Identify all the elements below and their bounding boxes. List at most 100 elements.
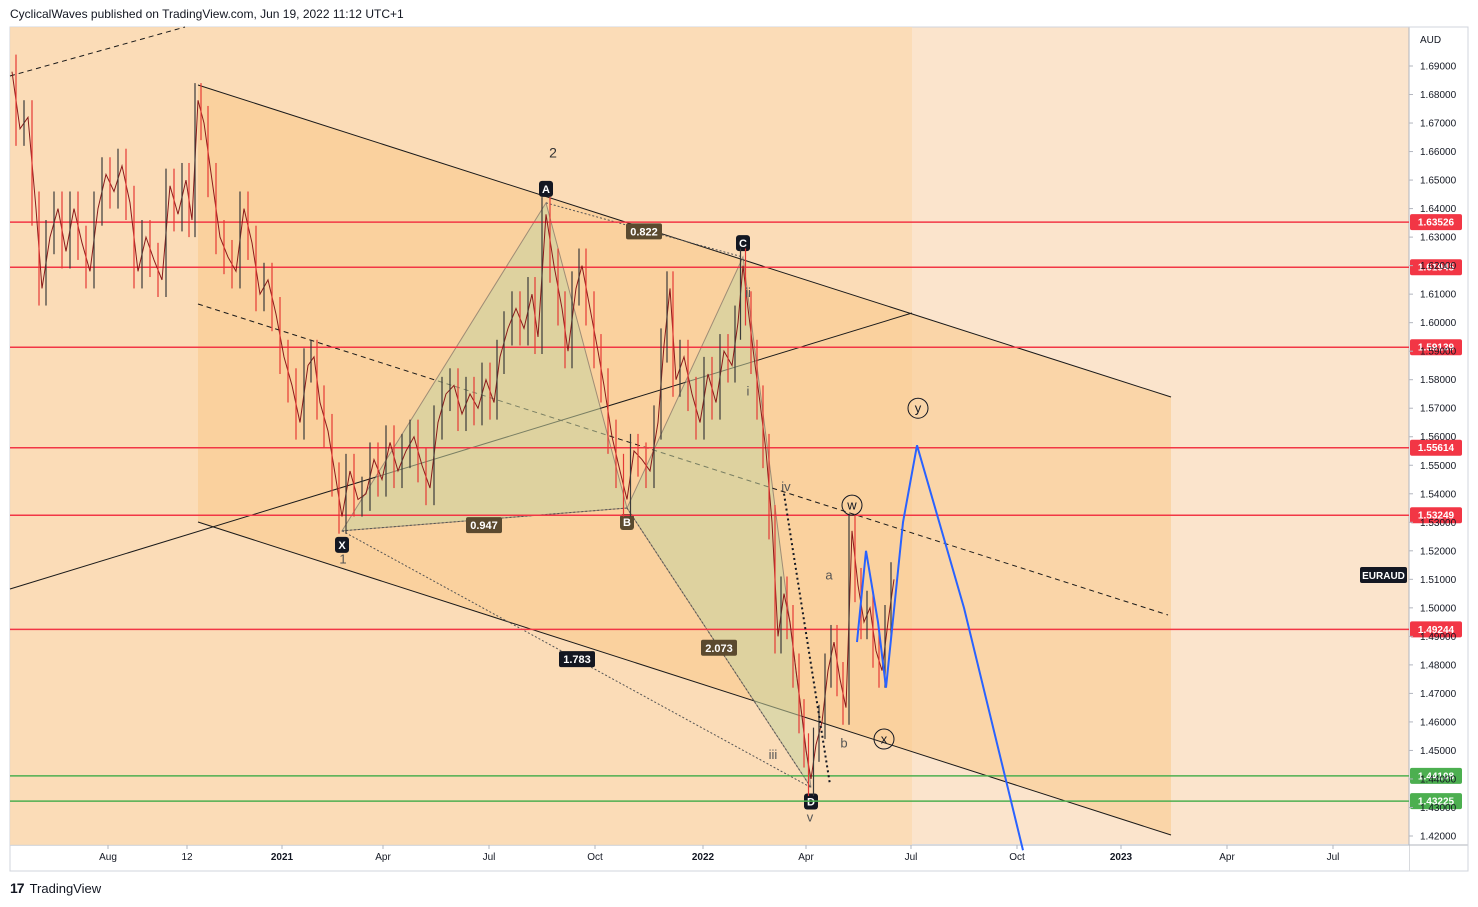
y-tick-label: 1.62000	[1420, 261, 1457, 272]
wave-label: b	[840, 736, 847, 751]
wave-label: 2	[549, 144, 557, 160]
x-tick-label: 2021	[271, 852, 294, 863]
trend-channel	[9, 26, 1172, 836]
pattern-point-label: A	[542, 184, 550, 196]
y-tick-label: 1.60000	[1420, 318, 1457, 329]
ratio-badge	[559, 651, 595, 668]
y-tick-label: 1.46000	[1420, 717, 1457, 728]
y-tick-label: 1.45000	[1420, 746, 1457, 757]
y-tick-label: 1.43000	[1420, 803, 1457, 814]
ratio-badge	[466, 517, 502, 534]
y-tick-label: 1.69000	[1420, 62, 1457, 73]
level-label: 1.44108	[1418, 771, 1455, 782]
y-tick-label: 1.57000	[1420, 404, 1457, 415]
wave-label: a	[825, 567, 833, 582]
wave-label: i	[747, 383, 750, 398]
pattern-point-label: C	[739, 238, 747, 250]
ratio-label: 2.073	[705, 643, 733, 655]
level-badge	[1410, 259, 1462, 276]
channel-lower-line	[197, 521, 1172, 836]
footer-brand: 17 TradingView	[10, 880, 101, 896]
x-tick-label: Jul	[1327, 852, 1340, 863]
footer-brand-name: TradingView	[29, 880, 102, 896]
channel-mid-line	[197, 303, 1169, 616]
wave-circled-label: y	[915, 401, 922, 416]
price-series	[11, 54, 895, 797]
price-line	[11, 71, 895, 780]
level-label: 1.59139	[1418, 343, 1455, 354]
pattern-ratio-line	[341, 530, 812, 788]
x-tick-label: Oct	[1009, 852, 1025, 863]
x-tick-label: 2022	[692, 852, 715, 863]
y-tick-label: 1.59000	[1420, 347, 1457, 358]
wave-circle	[873, 728, 895, 750]
y-tick-label: 1.65000	[1420, 176, 1457, 187]
level-label: 1.49244	[1418, 625, 1455, 636]
tradingview-logo-icon: 17	[10, 880, 25, 896]
level-label: 1.55614	[1418, 443, 1455, 454]
y-tick-label: 1.64000	[1420, 204, 1457, 215]
y-tick-label: 1.68000	[1420, 90, 1457, 101]
harmonic-pattern: X A B C D 0.822 0.947 2.073 1.783	[335, 180, 818, 810]
level-badge	[1410, 793, 1462, 810]
wave-dotted-path	[783, 493, 831, 785]
pattern-point-badge	[539, 180, 553, 197]
wave-label: ii	[745, 285, 751, 300]
price-axis[interactable]: AUD 1.42000 1.43000 1.44000 1.45000 1.46000 1…	[1409, 35, 1457, 843]
pattern-point-badge	[335, 536, 349, 553]
wave-circled-label: w	[846, 498, 857, 513]
ratio-label: 1.783	[563, 654, 591, 666]
pattern-point-label: B	[623, 517, 631, 529]
level-badge	[1410, 214, 1462, 231]
level-badge	[1410, 767, 1462, 784]
pattern-point-label: D	[807, 797, 815, 809]
price-axis-background	[1409, 27, 1468, 844]
level-label: 1.43225	[1418, 797, 1455, 808]
y-tick-label: 1.61000	[1420, 290, 1457, 301]
level-label: 1.61945	[1418, 263, 1455, 274]
y-tick-label: 1.47000	[1420, 689, 1457, 700]
y-tick-label: 1.44000	[1420, 774, 1457, 785]
x-tick-label: Jul	[905, 852, 918, 863]
pattern-point-label: X	[338, 540, 346, 552]
upper-dashed-trendline	[9, 26, 186, 77]
level-label: 1.53249	[1418, 511, 1455, 522]
horizontal-levels: 1.63526 1.61945 1.59139 1.55614 1.53249 1.492…	[10, 214, 1462, 810]
ratio-badge	[701, 639, 737, 656]
x-tick-label: Jul	[483, 852, 496, 863]
ratio-badge	[626, 223, 662, 240]
y-tick-label: 1.51000	[1420, 575, 1457, 586]
wave-circle	[841, 494, 863, 516]
channel-upper-line	[197, 84, 1172, 398]
projection-path	[783, 445, 1024, 851]
currency-label: AUD	[1420, 35, 1441, 46]
x-tick-label: Apr	[1219, 852, 1235, 863]
y-tick-label: 1.50000	[1420, 603, 1457, 614]
x-tick-label: Aug	[99, 852, 117, 863]
y-tick-label: 1.55000	[1420, 461, 1457, 472]
level-badge	[1410, 621, 1462, 638]
time-axis[interactable]: Aug 12 2021 Apr Jul Oct 2022 Apr Jul Oct 2023 Apr Ju…	[99, 845, 1339, 863]
x-tick-label: Apr	[798, 852, 814, 863]
x-tick-label: Apr	[375, 852, 391, 863]
y-tick-label: 1.52000	[1420, 546, 1457, 557]
pattern-point-badge	[620, 514, 634, 531]
wave-label: iii	[769, 747, 778, 762]
y-tick-label: 1.42000	[1420, 832, 1457, 843]
wave-circle	[907, 397, 929, 419]
symbol-label: EURAUD	[1362, 571, 1405, 582]
symbol-badge: EURAUD	[1360, 567, 1407, 583]
publish-header: CyclicalWaves published on TradingView.c…	[10, 7, 404, 21]
wave-label: v	[807, 810, 814, 825]
wave-label: iv	[781, 479, 791, 494]
level-badge	[1410, 339, 1462, 356]
x-tick-label: Oct	[587, 852, 603, 863]
y-tick-label: 1.58000	[1420, 375, 1457, 386]
x-tick-label: 12	[181, 852, 193, 863]
pattern-point-badge	[736, 235, 750, 252]
y-tick-label: 1.49000	[1420, 632, 1457, 643]
ratio-label: 0.822	[630, 226, 658, 238]
y-tick-label: 1.67000	[1420, 119, 1457, 130]
y-tick-label: 1.48000	[1420, 660, 1457, 671]
